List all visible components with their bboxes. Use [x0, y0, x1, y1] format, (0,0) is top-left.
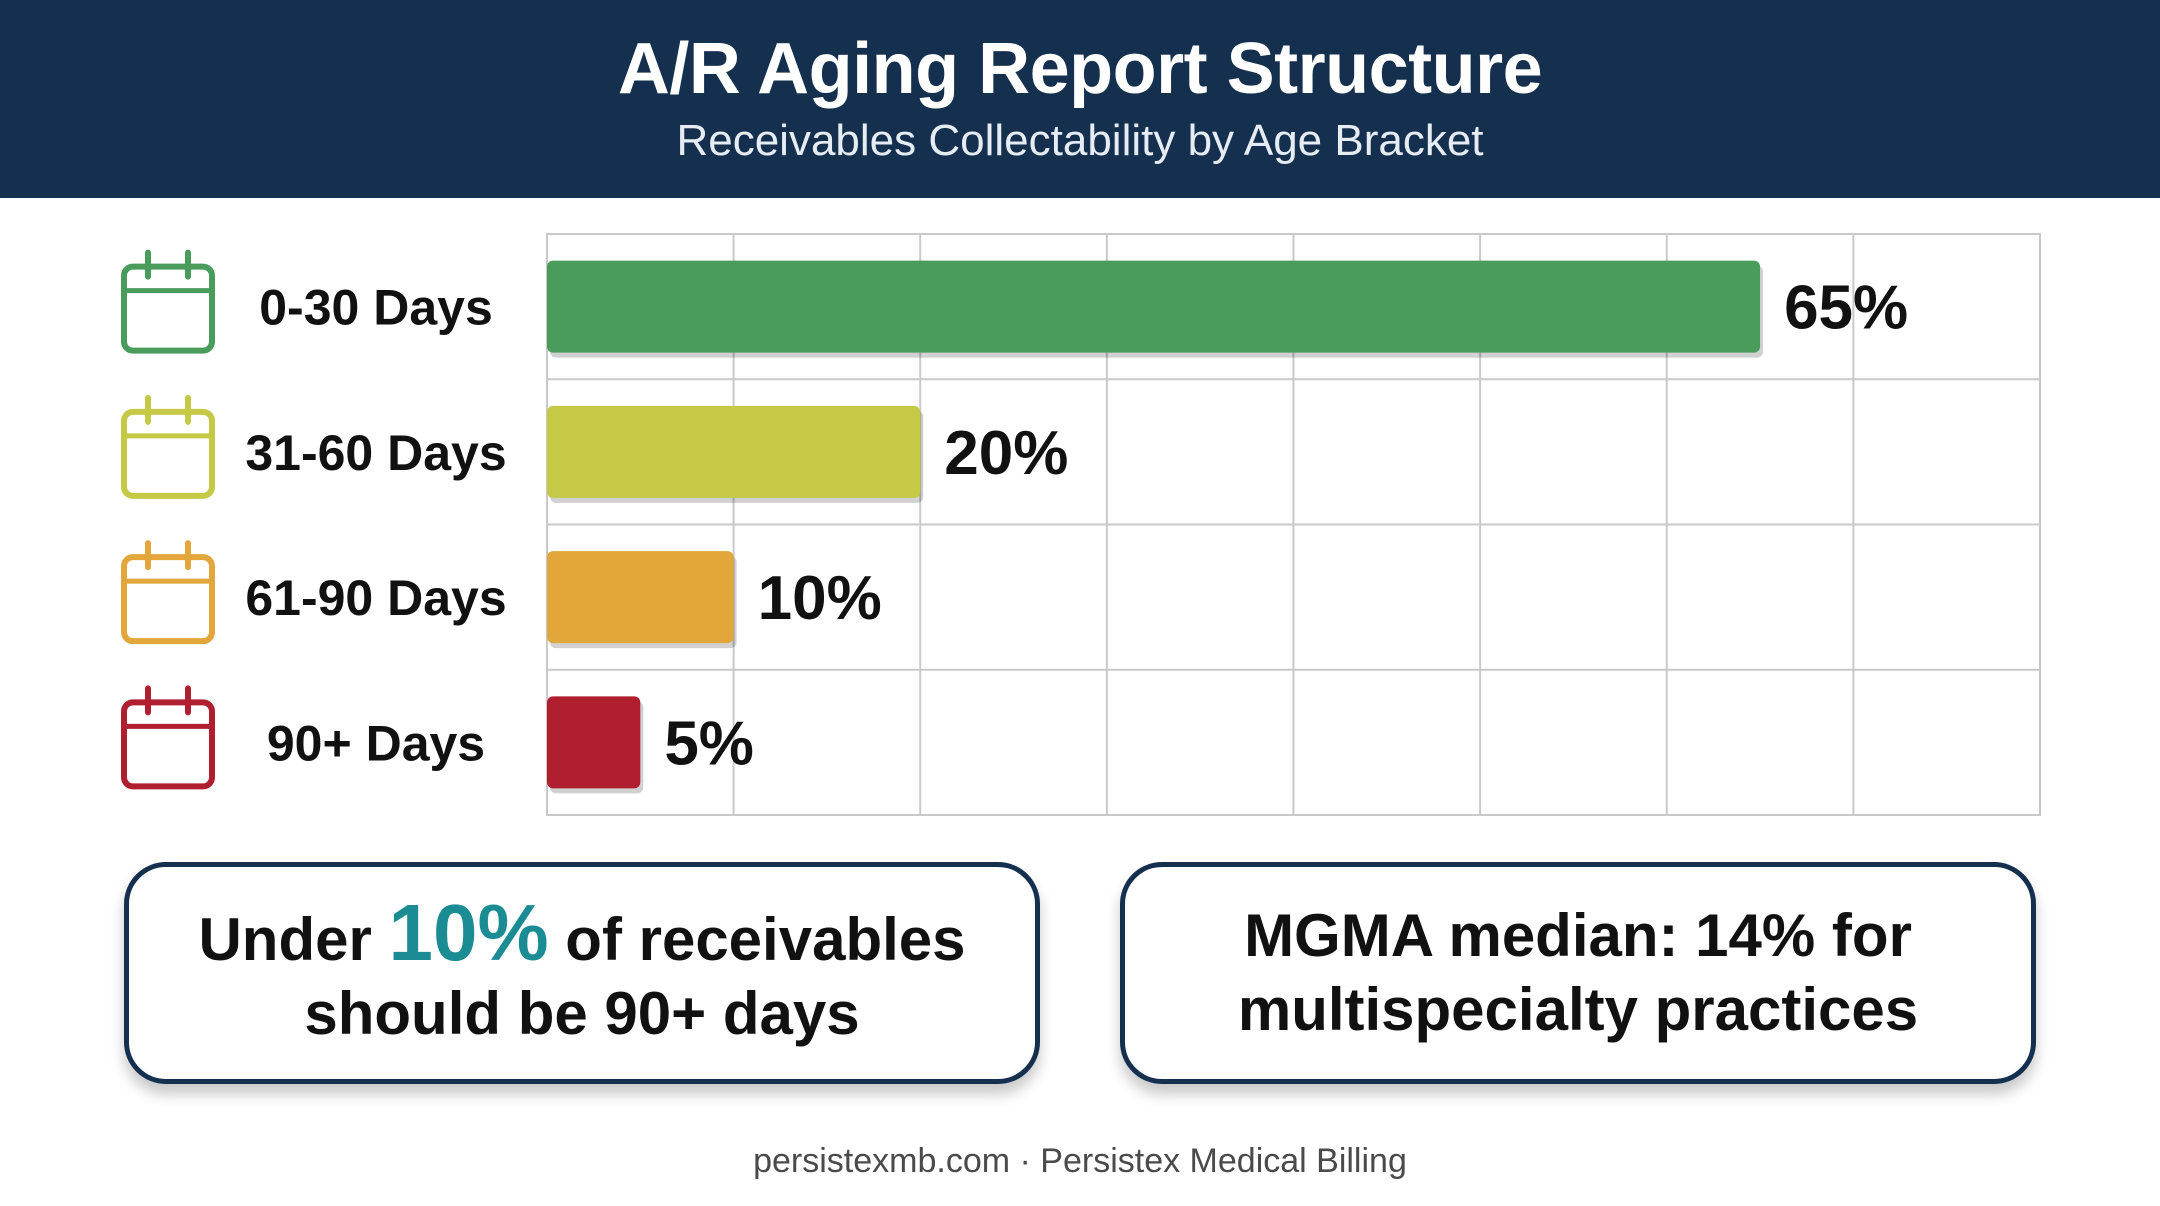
callout-left-prefix: Under — [198, 905, 389, 973]
header-banner: A/R Aging Report Structure Receivables C… — [0, 0, 2160, 198]
callout-target-90-plus: Under 10% of receivables should be 90+ d… — [124, 862, 1040, 1084]
category-label: 31-60 Days — [245, 425, 506, 481]
category-label: 0-30 Days — [259, 280, 493, 336]
footer-credit: persistexmb.com · Persistex Medical Bill… — [753, 1142, 1407, 1180]
chart-title: A/R Aging Report Structure — [617, 29, 1543, 109]
calendar-icon — [121, 408, 215, 499]
bar-value-label: 20% — [944, 419, 1068, 488]
callout-left-line2: should be 90+ days — [304, 979, 860, 1047]
bar-2 — [547, 405, 921, 498]
bar-4 — [547, 696, 641, 789]
bar-1 — [547, 260, 1761, 353]
bar-value-label: 5% — [664, 709, 754, 778]
callout-right-line2: multispecialty practices — [1237, 976, 1919, 1043]
calendar-icon — [121, 263, 215, 354]
callout-mgma-median: MGMA median: 14% for multispecialty prac… — [1120, 862, 2036, 1084]
callout-right-line1: MGMA median: 14% for — [1244, 902, 1912, 969]
callout-left-line1: Under 10% of receivables — [198, 892, 966, 977]
calendar-icon — [121, 554, 215, 645]
chart-subtitle: Receivables Collectability by Age Bracke… — [676, 116, 1484, 165]
category-label: 61-90 Days — [245, 570, 506, 626]
bar-value-label: 10% — [758, 564, 882, 633]
bar-value-label: 65% — [1784, 274, 1908, 343]
callout-left-highlight: 10% — [388, 887, 549, 977]
callout-left-suffix: of receivables — [548, 905, 966, 973]
category-label: 90+ Days — [267, 715, 485, 771]
bar-3 — [547, 551, 734, 644]
bar-chart: 65% 0-30 Days 20% 31-60 Days 10% 61-90 Days 5%… — [121, 233, 2041, 816]
calendar-icon — [121, 699, 215, 790]
